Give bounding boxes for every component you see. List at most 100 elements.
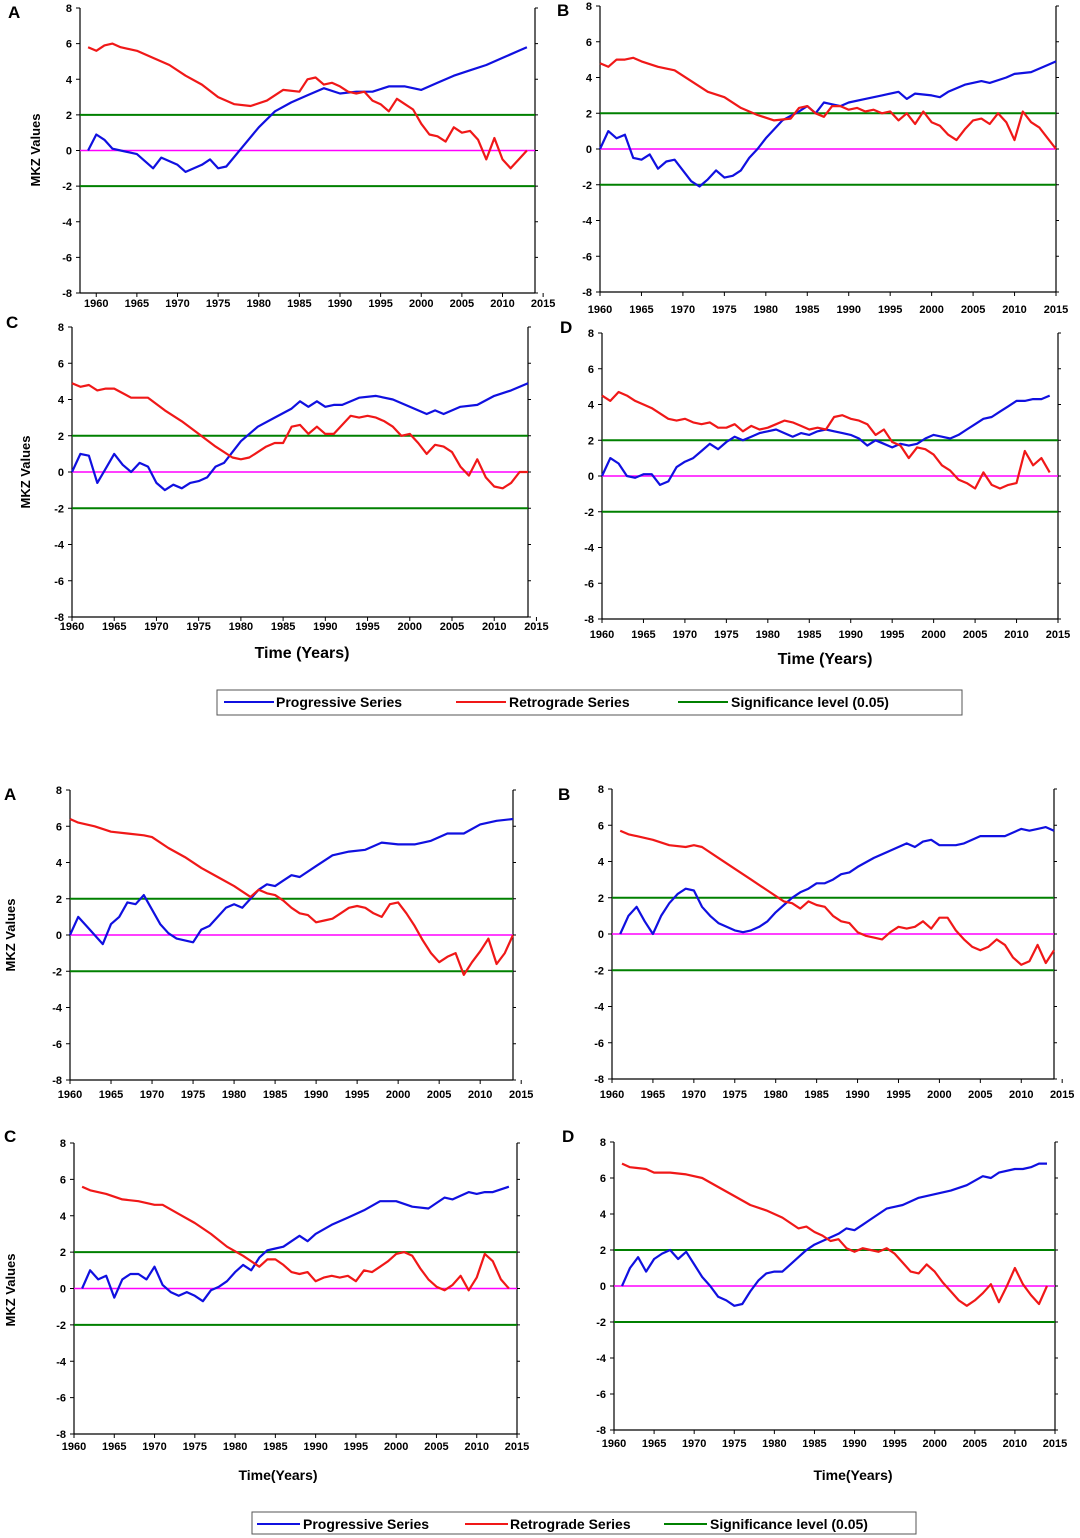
x-tick-label: 1975: [186, 621, 210, 633]
y-tick-label: 6: [58, 358, 64, 370]
y-tick-label: -4: [54, 540, 65, 552]
legend-label-progressive: Progressive Series: [276, 694, 402, 710]
panel-letter: C: [4, 1127, 16, 1146]
y-tick-label: -6: [596, 1389, 606, 1401]
x-tick-label: 1970: [165, 298, 189, 310]
x-tick-label: 2010: [490, 298, 514, 310]
y-tick-label: -6: [582, 251, 592, 263]
y-tick-label: -2: [52, 966, 62, 978]
x-tick-label: 2015: [509, 1089, 533, 1101]
y-tick-label: 6: [598, 820, 604, 832]
y-tick-label: -2: [582, 180, 592, 192]
legend-label-significance: Significance level (0.05): [710, 1516, 868, 1532]
y-tick-label: -2: [54, 503, 64, 515]
y-tick-label: -6: [54, 576, 64, 588]
x-tick-label: 1965: [99, 1089, 123, 1101]
y-tick-label: -8: [596, 1425, 606, 1437]
x-tick-label: 1960: [602, 1438, 626, 1450]
y-tick-label: 6: [600, 1173, 606, 1185]
x-tick-label: 1985: [287, 298, 311, 310]
x-tick-label: 1980: [754, 304, 778, 316]
progressive-series-line: [68, 817, 514, 946]
y-tick-label: 2: [56, 894, 62, 906]
y-tick-label: -2: [62, 181, 72, 193]
x-tick-label: 1980: [762, 1438, 786, 1450]
retrograde-series-line: [599, 56, 1057, 150]
x-tick-label: 1980: [222, 1089, 246, 1101]
y-tick-label: 8: [586, 1, 592, 13]
y-tick-label: -4: [52, 1003, 63, 1015]
x-tick-label: 1965: [102, 621, 126, 633]
x-tick-label: 2010: [1004, 629, 1028, 641]
retrograde-series-line: [87, 42, 528, 170]
y-tick-label: -6: [584, 578, 594, 590]
y-tick-label: -8: [582, 287, 592, 299]
x-tick-label: 1975: [181, 1089, 205, 1101]
y-tick-label: 2: [66, 110, 72, 122]
x-tick-label: 2005: [961, 304, 985, 316]
y-tick-label: 0: [60, 1284, 66, 1296]
y-tick-label: -8: [584, 614, 594, 626]
x-tick-label: 1990: [304, 1089, 328, 1101]
x-tick-label: 1975: [183, 1441, 207, 1453]
y-tick-label: 2: [588, 435, 594, 447]
y-tick-label: -6: [56, 1393, 66, 1405]
y-tick-label: 4: [60, 1211, 67, 1223]
x-tick-label: 1995: [368, 298, 392, 310]
x-tick-label: 1965: [629, 304, 653, 316]
x-tick-label: 2010: [482, 621, 506, 633]
y-tick-label: 0: [598, 929, 604, 941]
y-tick-label: 8: [598, 784, 604, 796]
panel-letter: B: [558, 785, 570, 804]
x-tick-label: 2005: [424, 1441, 448, 1453]
x-tick-label: 1965: [641, 1089, 665, 1101]
y-tick-label: 6: [66, 39, 72, 51]
x-axis-label: Time (Years): [778, 651, 873, 668]
retrograde-series-line: [619, 829, 1055, 966]
y-tick-label: 6: [586, 37, 592, 49]
x-tick-label: 1985: [797, 629, 821, 641]
y-tick-label: -4: [56, 1356, 67, 1368]
x-tick-label: 2005: [440, 621, 464, 633]
y-tick-label: 0: [56, 930, 62, 942]
x-tick-label: 2005: [450, 298, 474, 310]
x-axis-label: Time(Years): [238, 1467, 317, 1483]
x-tick-label: 1985: [263, 1441, 287, 1453]
y-tick-label: -6: [52, 1039, 62, 1051]
x-tick-label: 1980: [247, 298, 271, 310]
y-tick-label: 8: [60, 1138, 66, 1150]
x-tick-label: 1960: [588, 304, 612, 316]
x-tick-label: 2000: [386, 1089, 410, 1101]
x-tick-label: 1970: [142, 1441, 166, 1453]
y-tick-label: -8: [56, 1429, 66, 1441]
x-tick-label: 1970: [682, 1089, 706, 1101]
y-tick-label: -2: [56, 1320, 66, 1332]
x-tick-label: 1970: [144, 621, 168, 633]
y-tick-label: -6: [594, 1038, 604, 1050]
y-tick-label: 8: [588, 328, 594, 340]
y-tick-label: 4: [66, 74, 73, 86]
y-tick-label: 4: [588, 400, 595, 412]
y-tick-label: 8: [56, 785, 62, 797]
x-tick-label: 2005: [963, 629, 987, 641]
progressive-series-line: [81, 1185, 510, 1303]
x-tick-label: 2000: [384, 1441, 408, 1453]
x-tick-label: 2000: [921, 629, 945, 641]
x-tick-label: 1995: [345, 1089, 369, 1101]
x-tick-label: 2000: [409, 298, 433, 310]
x-axis-label: Time(Years): [813, 1467, 892, 1483]
panel-letter: A: [8, 3, 20, 22]
y-axis-label: MKZ Values: [18, 436, 33, 509]
y-tick-label: 0: [588, 471, 594, 483]
chart-top-c: C MKZ Values Time (Years) 86420-2-4-6-81…: [6, 313, 549, 662]
x-tick-label: 1990: [313, 621, 337, 633]
x-tick-label: 1960: [60, 621, 84, 633]
x-tick-label: 1980: [763, 1089, 787, 1101]
y-tick-label: -2: [594, 965, 604, 977]
panel-letter: A: [4, 785, 16, 804]
y-axis-label: MKZ Values: [3, 899, 18, 972]
y-tick-label: 0: [600, 1281, 606, 1293]
y-tick-label: 6: [60, 1174, 66, 1186]
x-tick-label: 1970: [673, 629, 697, 641]
y-tick-label: 2: [600, 1245, 606, 1257]
